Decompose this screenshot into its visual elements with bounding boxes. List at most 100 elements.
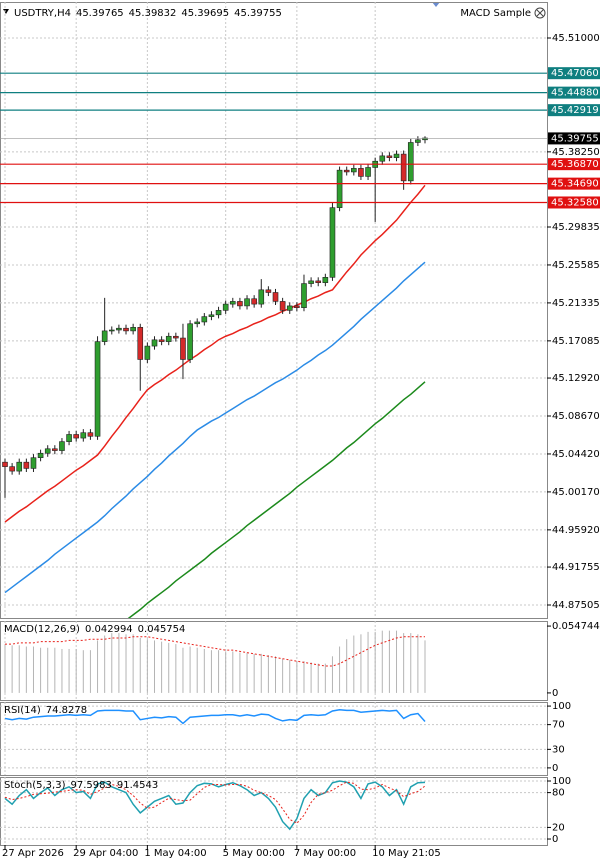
x-tick-label: 10 May 21:05 xyxy=(372,848,441,859)
candle-body xyxy=(130,327,136,332)
candle-body xyxy=(343,169,350,173)
indicator-line xyxy=(4,184,426,523)
candle-body xyxy=(59,441,65,451)
candle-body xyxy=(94,341,101,437)
y-tick-label: 0 xyxy=(552,688,558,699)
indicator-line xyxy=(4,261,426,594)
candle-body xyxy=(66,434,72,442)
candle-body xyxy=(108,329,115,332)
y-tick-label: 0 xyxy=(552,763,558,774)
candle-body xyxy=(237,301,243,307)
level-label-box xyxy=(548,158,600,171)
level-label-box xyxy=(548,86,600,99)
y-tick-label: 100 xyxy=(552,701,571,712)
candle-body xyxy=(9,466,15,472)
candle-body xyxy=(422,137,428,141)
indicator-line xyxy=(4,780,426,831)
panel-title: RSI(14) xyxy=(4,705,41,716)
candle-body xyxy=(144,345,151,360)
candle-body xyxy=(201,316,208,323)
panel-frame xyxy=(0,621,548,701)
candle-body xyxy=(351,168,357,173)
y-tick-label: 45.04420 xyxy=(552,449,600,460)
candle-body xyxy=(101,330,108,342)
candle-body xyxy=(87,432,94,437)
candle-body xyxy=(44,448,51,454)
candle-body xyxy=(229,301,236,305)
candle-body xyxy=(393,153,400,158)
y-tick-label: 30 xyxy=(552,744,565,755)
candle-body xyxy=(123,327,129,332)
candle-body xyxy=(208,314,215,317)
y-tick-label: 45.12920 xyxy=(552,373,600,384)
candle-body xyxy=(315,280,322,283)
candle-body xyxy=(286,305,293,311)
candle-body xyxy=(16,461,23,472)
plot-area xyxy=(4,780,426,831)
x-tick-label: 27 Apr 2026 xyxy=(2,848,64,859)
candle-body xyxy=(116,327,122,331)
expert-name: MACD Sample xyxy=(460,8,531,19)
y-tick-label: 45.17085 xyxy=(552,336,600,347)
candle-body xyxy=(23,461,30,469)
header-value: 45.39832 xyxy=(129,8,177,19)
y-tick-label: 0 xyxy=(552,834,558,845)
panel-title: MACD(12,26,9) xyxy=(4,624,80,635)
candle-body xyxy=(37,452,44,459)
y-tick-label: 45.21335 xyxy=(552,298,600,309)
header-value: 45.39695 xyxy=(181,8,229,19)
candle-body xyxy=(322,277,329,283)
candle-body xyxy=(244,298,250,307)
candle-body xyxy=(165,335,172,342)
header-value: 97.5983 xyxy=(70,780,111,791)
candle-body xyxy=(365,167,371,177)
y-tick-label: 44.91755 xyxy=(552,562,600,573)
plot-area xyxy=(0,72,547,618)
panel-frame xyxy=(0,777,548,846)
x-tick-label: 5 May 00:00 xyxy=(223,848,285,859)
y-tick-label: 0.054744 xyxy=(552,621,600,632)
candle-body xyxy=(187,323,193,360)
y-tick-label: 70 xyxy=(552,720,565,731)
candle-body xyxy=(215,310,222,316)
x-tick-label: 7 May 00:00 xyxy=(294,848,356,859)
header-value: 45.39755 xyxy=(234,8,282,19)
candle-body xyxy=(258,289,265,305)
candle-body xyxy=(336,169,343,208)
current-price-label: 45.39755 xyxy=(551,133,599,144)
indicator-line xyxy=(4,709,426,725)
header-value: 91.4543 xyxy=(117,780,158,791)
y-tick-label: 44.95920 xyxy=(552,525,600,536)
close-expert-icon[interactable] xyxy=(534,7,546,19)
x-tick-label: 29 Apr 04:00 xyxy=(73,848,138,859)
level-label-box xyxy=(548,177,600,190)
candle-body xyxy=(173,335,179,339)
plot-area xyxy=(4,630,426,693)
level-label: 45.44880 xyxy=(551,88,599,99)
level-label: 45.32580 xyxy=(551,197,599,208)
candle-body xyxy=(272,292,279,302)
y-tick-label: 45.00170 xyxy=(552,487,600,498)
current-price-box xyxy=(548,132,600,145)
panel-title: USDTRY,H4 xyxy=(14,8,71,19)
candle-body xyxy=(265,289,272,293)
y-tick-label: 45.08670 xyxy=(552,411,600,422)
candle-body xyxy=(52,448,58,451)
candle-body xyxy=(358,168,364,177)
level-label-box xyxy=(548,104,600,117)
candle-body xyxy=(301,283,307,308)
header-value: 45.39765 xyxy=(76,8,124,19)
plot-area xyxy=(4,709,426,725)
y-tick-label: 45.38250 xyxy=(552,147,600,158)
candle-body xyxy=(222,303,229,311)
candle-body xyxy=(400,153,407,182)
candle-body xyxy=(2,461,8,467)
y-tick-label: 45.25585 xyxy=(552,260,600,271)
level-label: 45.42919 xyxy=(551,105,599,116)
level-label-box xyxy=(548,196,600,209)
panel-frame xyxy=(0,2,548,619)
y-tick-label: 45.29835 xyxy=(552,222,600,233)
candle-body xyxy=(30,457,37,469)
candle-body xyxy=(194,321,201,325)
